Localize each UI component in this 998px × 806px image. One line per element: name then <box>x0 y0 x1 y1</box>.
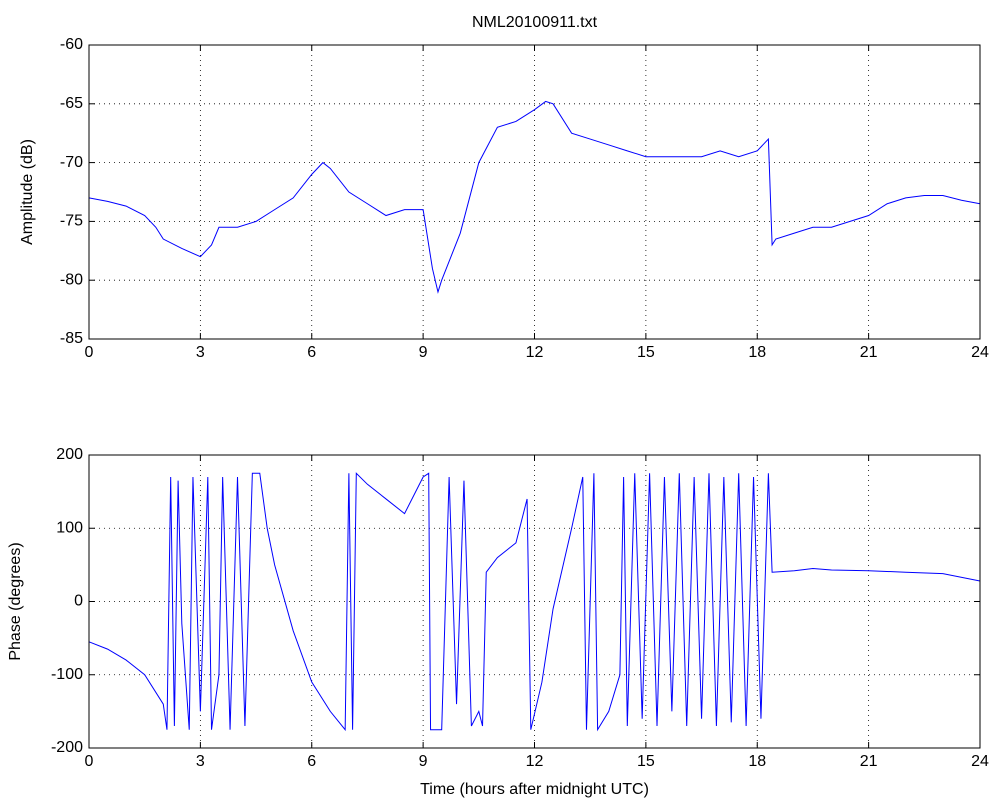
y-tick-label: -75 <box>60 213 83 230</box>
x-tick-label: 3 <box>196 344 205 361</box>
y-tick-label: -65 <box>60 95 83 112</box>
x-axis-label: Time (hours after midnight UTC) <box>420 781 649 798</box>
y-tick-label: -60 <box>60 36 83 53</box>
chart-title: NML20100911.txt <box>472 14 598 31</box>
x-tick-label: 24 <box>971 344 989 361</box>
axes-frame <box>88 44 981 340</box>
plot-area <box>89 45 980 339</box>
x-tick-label: 6 <box>307 753 316 770</box>
x-tick-label: 6 <box>307 344 316 361</box>
x-tick-label: 12 <box>526 344 544 361</box>
y-tick-label: 200 <box>56 446 83 463</box>
x-tick-label: 0 <box>85 344 94 361</box>
y-tick-label: 0 <box>74 593 83 610</box>
axes-frame <box>88 454 981 749</box>
x-tick-label: 3 <box>196 753 205 770</box>
data-line <box>88 100 981 294</box>
x-tick-label: 9 <box>419 344 428 361</box>
y-tick-label: -70 <box>60 154 83 171</box>
x-tick-label: 21 <box>860 344 878 361</box>
x-tick-label: 21 <box>860 753 878 770</box>
y-axis-label: Amplitude (dB) <box>19 139 36 245</box>
x-tick-label: 12 <box>526 753 544 770</box>
x-tick-label: 0 <box>85 753 94 770</box>
y-tick-label: -100 <box>51 666 83 683</box>
y-tick-label: -80 <box>60 271 83 288</box>
x-tick-label: 15 <box>637 344 655 361</box>
x-tick-label: 18 <box>748 753 766 770</box>
data-line <box>88 472 981 732</box>
x-tick-label: 24 <box>971 753 989 770</box>
y-tick-label: -85 <box>60 330 83 347</box>
y-tick-label: 100 <box>56 519 83 536</box>
x-tick-label: 9 <box>419 753 428 770</box>
x-tick-label: 18 <box>748 344 766 361</box>
x-tick-label: 15 <box>637 753 655 770</box>
y-axis-label: Phase (degrees) <box>7 542 24 660</box>
y-tick-label: -200 <box>51 739 83 756</box>
